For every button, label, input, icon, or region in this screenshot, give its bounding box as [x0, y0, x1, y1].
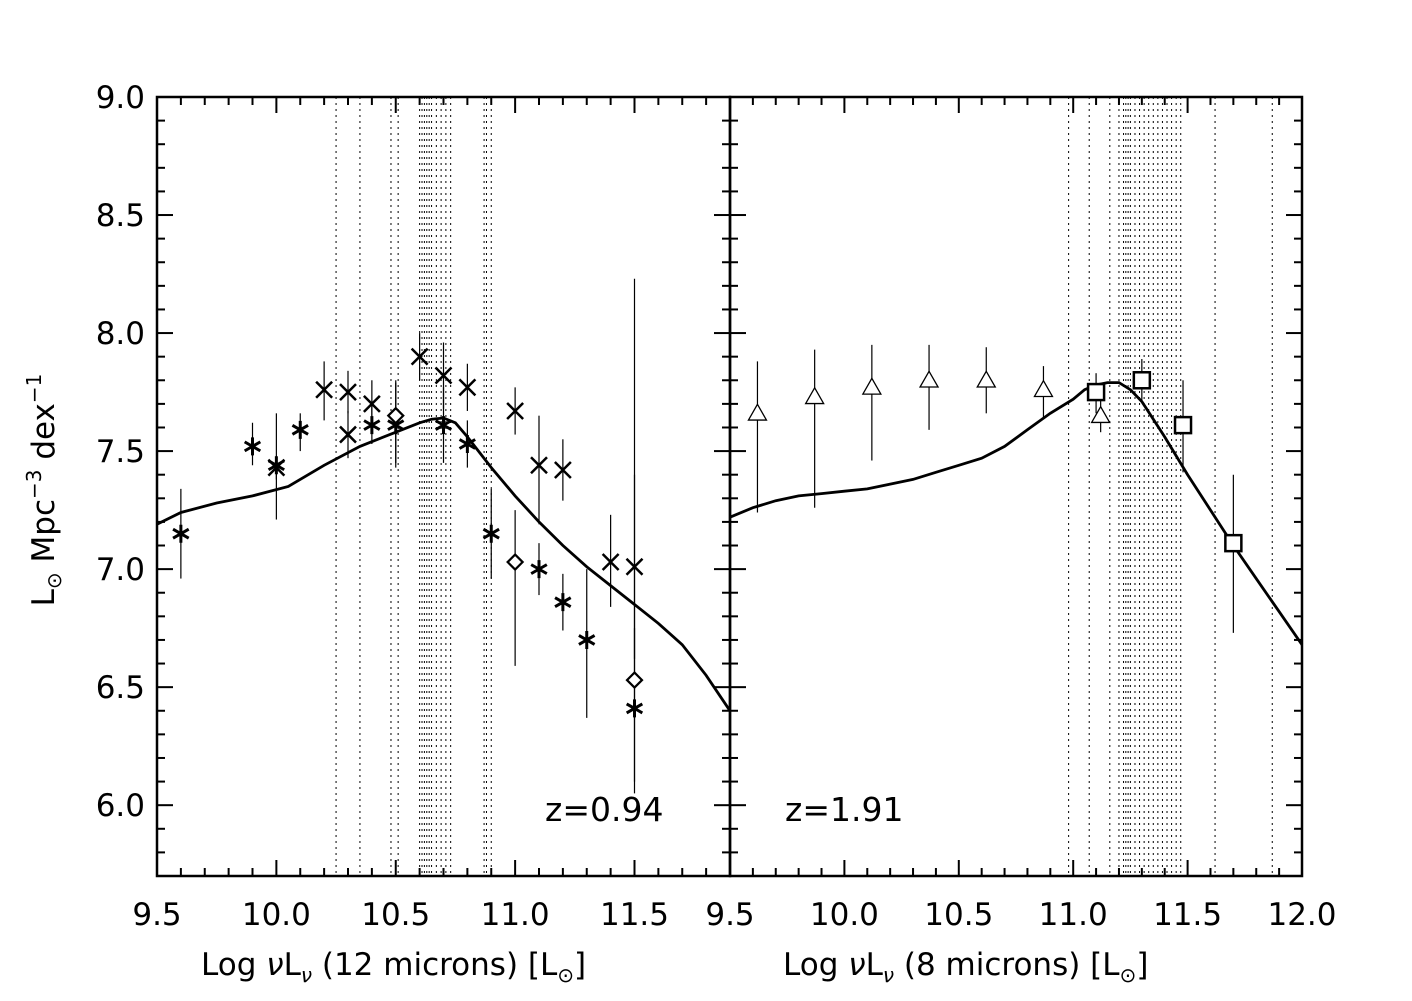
left-cross-point-10	[553, 461, 572, 479]
right-ticks	[729, 96, 1303, 876]
left-asterisk-point-6	[434, 416, 453, 435]
right-x-axis-title: Log νLν (8 microns) [L⊙]	[783, 947, 1148, 987]
y-tick-label-5: 8.5	[96, 198, 145, 234]
left-cross-point-11	[601, 553, 620, 571]
left-cross-point-5	[410, 347, 429, 366]
left-cross-point-6	[434, 366, 453, 385]
left-cross-point-8	[506, 402, 525, 420]
left-ticks	[156, 96, 731, 876]
left-x-axis-title: Log νLν (12 microns) [L⊙]	[201, 947, 586, 987]
right-triangle-point-4	[976, 369, 997, 388]
y-tick-label-3: 7.5	[96, 434, 145, 470]
y-tick-label-4: 8.0	[96, 316, 145, 352]
left-cross-point-12	[625, 557, 644, 576]
left-redshift-label: z=0.94	[545, 790, 663, 829]
right-markers	[747, 369, 1243, 553]
left-diamond-point-2	[625, 671, 644, 690]
right-triangle-point-3	[918, 369, 940, 388]
left-vertical-lines	[335, 97, 492, 876]
right-triangle-point-0	[747, 403, 768, 421]
left-diamond-point-0	[386, 406, 405, 425]
left-plot-frame	[155, 95, 732, 878]
left-asterisk-point-4	[363, 416, 381, 435]
left-asterisk-point-11	[578, 630, 596, 649]
right-x-tick-label-0: 10.0	[810, 897, 879, 933]
y-tick-label-6: 9.0	[96, 80, 145, 116]
panel-left-z094: 9.5 10.0 10.5 11.0 11.5 9.5 6.0 6.5 7.0 7.5 8.0 8.…	[22, 80, 755, 987]
left-asterisk-point-0	[172, 524, 190, 543]
left-diamond-point-1	[506, 552, 525, 572]
y-axis-title: L⊙ Mpc−3 dex−1	[22, 374, 66, 607]
left-x-tick-label-4: 11.5	[600, 897, 669, 933]
y-tick-label-1: 6.5	[96, 670, 145, 706]
left-cross-point-4	[362, 394, 381, 413]
right-x-tick-label-3: 11.5	[1153, 897, 1222, 933]
right-vertical-lines	[1068, 97, 1273, 876]
panel-right-z191: 10.0 10.5 11.0 11.5 12.0 z=1.91 Log νLν (8 m…	[728, 95, 1337, 987]
left-cross-point-0	[267, 458, 286, 477]
right-triangle-point-2	[861, 377, 882, 395]
left-cross-point-1	[315, 380, 334, 399]
left-x-tick-label-2: 10.5	[361, 897, 430, 933]
left-model-curve	[156, 416, 732, 712]
left-error-bars	[180, 278, 636, 794]
right-redshift-label: z=1.91	[785, 790, 903, 829]
left-asterisk-point-12	[625, 699, 644, 718]
left-x-tick-label-0: 9.5	[132, 897, 181, 933]
right-triangle-point-5	[1033, 379, 1054, 398]
right-x-tick-label-2: 11.0	[1039, 897, 1108, 933]
left-asterisk-point-7	[458, 435, 476, 454]
left-cross-point-9	[530, 456, 548, 475]
left-cross-point-2	[339, 383, 357, 401]
left-asterisk-point-8	[482, 524, 500, 543]
y-tick-label-0: 6.0	[96, 788, 145, 824]
right-triangle-point-1	[804, 386, 825, 405]
right-square-point-2	[1173, 415, 1193, 435]
right-x-tick-label-4: 12.0	[1267, 897, 1336, 933]
left-cross-point-3	[339, 425, 357, 444]
left-asterisk-point-3	[291, 420, 309, 439]
left-x-tick-label-1: 10.0	[242, 897, 311, 933]
left-x-tick-label-3: 11.0	[481, 897, 550, 933]
right-square-point-1	[1132, 371, 1152, 390]
y-tick-labels: 6.0 6.5 7.0 7.5 8.0 8.5 9.0	[96, 80, 145, 824]
right-square-point-0	[1086, 382, 1106, 402]
right-plot-frame	[728, 95, 1304, 878]
left-asterisk-point-9	[530, 560, 548, 579]
left-asterisk-point-10	[554, 593, 572, 612]
left-x-tick-labels: 9.5 10.0 10.5 11.0 11.5 9.5	[132, 897, 754, 933]
right-triangle-point-6	[1090, 405, 1111, 424]
left-markers	[172, 347, 644, 718]
left-x-tick-label-5: 9.5	[705, 897, 754, 933]
right-x-tick-labels: 10.0 10.5 11.0 11.5 12.0	[810, 897, 1337, 933]
left-cross-point-7	[458, 378, 477, 397]
right-x-tick-label-1: 10.5	[924, 897, 993, 933]
right-model-curve	[729, 381, 1304, 646]
y-tick-label-2: 7.0	[96, 552, 145, 588]
left-asterisk-point-1	[243, 437, 262, 456]
right-square-point-3	[1224, 533, 1243, 553]
